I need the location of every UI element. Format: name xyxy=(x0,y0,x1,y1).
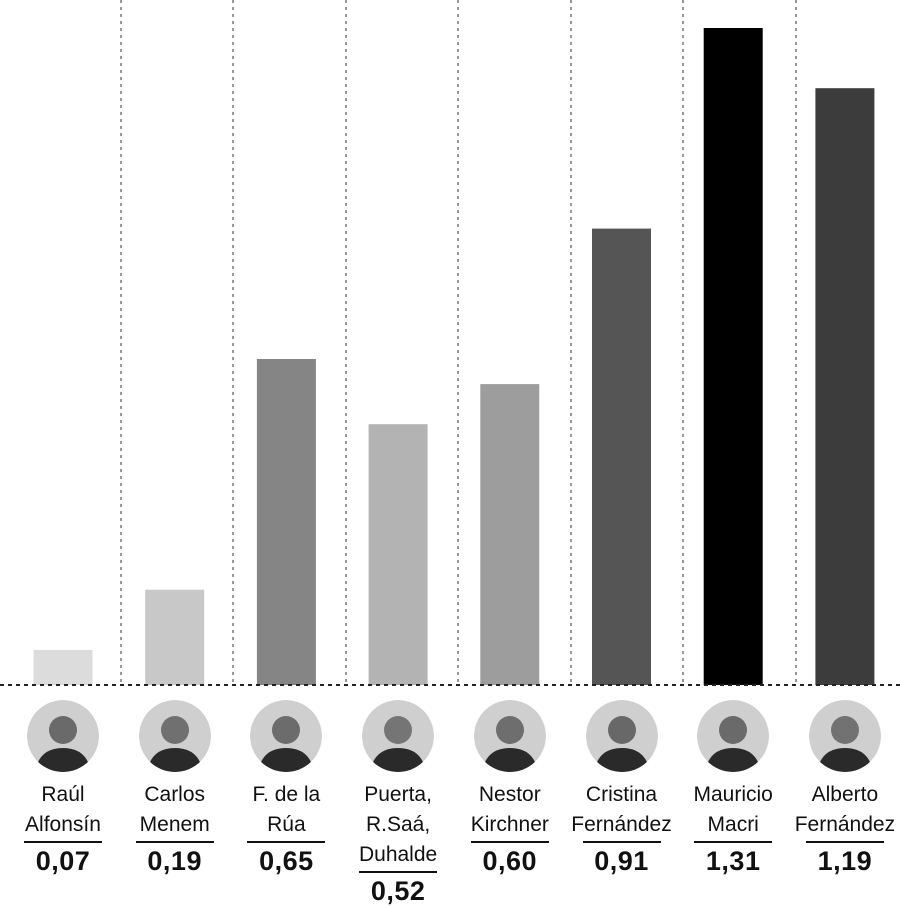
candidate-name: Puerta, R.Saá, Duhalde xyxy=(342,780,454,870)
value-label: 0,60 xyxy=(482,846,538,876)
candidate-column: Puerta, R.Saá, Duhalde 0,52 xyxy=(342,700,454,906)
underline-divider xyxy=(24,841,102,843)
candidate-name: Cristina Fernández xyxy=(566,780,678,840)
bar xyxy=(480,384,540,685)
bar xyxy=(703,28,763,685)
candidate-name-line: F. de la xyxy=(252,783,321,806)
portrait-raul-alfonsin-icon xyxy=(27,700,99,772)
bar-chart xyxy=(0,0,900,686)
candidate-name-line: Carlos xyxy=(144,783,206,806)
value-label: 0,91 xyxy=(594,846,649,876)
value-label: 1,19 xyxy=(817,846,873,876)
underline-divider xyxy=(805,841,884,843)
separators xyxy=(120,0,797,685)
underline-divider xyxy=(135,841,214,843)
candidate-name-line: Menem xyxy=(139,813,210,836)
candidate-column: Cristina Fernández 0,91 xyxy=(566,700,678,876)
underline-divider xyxy=(582,841,661,843)
bars xyxy=(33,28,875,685)
candidate-name-line: Kirchner xyxy=(470,813,549,836)
portrait-duhalde-icon xyxy=(362,700,435,772)
candidate-name-line: Nestor xyxy=(478,783,541,806)
candidate-column: F. de la Rúa 0,65 xyxy=(230,700,342,876)
underline-divider xyxy=(359,871,438,873)
value-label: 0,07 xyxy=(35,846,91,876)
value-label: 0,52 xyxy=(370,876,426,906)
portrait-cristina-fernandez-icon xyxy=(585,700,658,772)
underline-divider xyxy=(694,841,773,843)
bar xyxy=(592,228,651,685)
candidate-name-line: Fernández xyxy=(794,813,896,836)
candidate-column: Carlos Menem 0,19 xyxy=(119,700,231,876)
bar xyxy=(145,589,205,685)
candidate-column: Alberto Fernández 1,19 xyxy=(789,700,900,876)
portrait-nestor-kirchner-icon xyxy=(473,700,546,772)
value-label: 0,19 xyxy=(147,846,202,876)
candidate-name: Nestor Kirchner xyxy=(454,780,566,840)
candidate-column: Mauricio Macri 1,31 xyxy=(677,700,789,876)
bar xyxy=(368,424,428,685)
candidate-name-line: Raúl xyxy=(41,783,85,806)
value-label: 0,65 xyxy=(259,846,314,876)
candidate-name: Alberto Fernández xyxy=(789,780,900,840)
bar xyxy=(815,88,875,685)
candidate-name-line: Alberto xyxy=(811,783,879,806)
bar xyxy=(33,649,93,685)
portrait-mauricio-macri-icon xyxy=(697,700,770,772)
candidate-name-line: Macri xyxy=(707,813,759,836)
candidate-name-line: Puerta, xyxy=(364,783,432,806)
candidate-column: Nestor Kirchner 0,60 xyxy=(454,700,566,876)
value-label: 1,31 xyxy=(705,846,761,876)
bar xyxy=(256,359,316,685)
portrait-carlos-menem-icon xyxy=(138,700,211,772)
candidate-name: Raúl Alfonsín xyxy=(7,780,119,840)
underline-divider xyxy=(247,841,326,843)
portrait-alberto-fernandez-icon xyxy=(808,700,881,772)
candidate-name-line: R.Saá, xyxy=(365,813,431,836)
candidate-name-line: Cristina xyxy=(585,783,658,806)
candidate-column: Raúl Alfonsín 0,07 xyxy=(7,700,119,876)
candidate-name: Mauricio Macri xyxy=(677,780,789,840)
candidate-name-line: Rúa xyxy=(267,813,306,836)
candidate-name: F. de la Rúa xyxy=(230,780,342,840)
portrait-fernando-de-la-rua-icon xyxy=(250,700,323,772)
underline-divider xyxy=(470,841,549,843)
candidate-name-line: Fernández xyxy=(571,813,672,836)
candidate-name: Carlos Menem xyxy=(119,780,231,840)
candidate-name-line: Mauricio xyxy=(693,783,773,806)
candidate-name-line: Duhalde xyxy=(358,843,438,866)
candidate-name-line: Alfonsín xyxy=(25,813,101,836)
